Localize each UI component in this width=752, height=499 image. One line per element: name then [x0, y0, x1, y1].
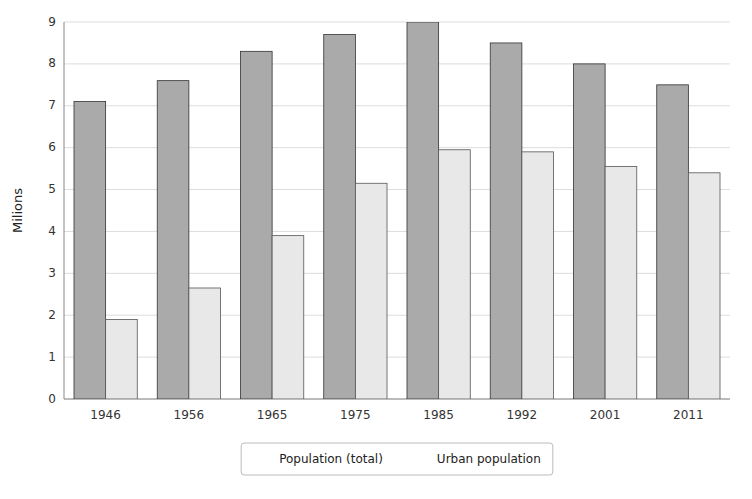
bar [605, 167, 637, 399]
bar [106, 319, 138, 399]
x-tick-label: 2001 [590, 408, 621, 422]
y-tick-label: 0 [48, 392, 56, 406]
legend: Population (total) Urban population [241, 443, 553, 475]
y-axis-label: Milions [10, 188, 25, 233]
y-tick-label: 6 [48, 140, 56, 154]
grid [64, 22, 730, 399]
bar [355, 183, 387, 399]
bar [272, 236, 304, 399]
grid-line [64, 63, 730, 64]
y-axis-line [64, 22, 65, 399]
x-tick-label: 1975 [340, 408, 371, 422]
bar [439, 150, 471, 399]
bar [657, 85, 689, 399]
chart: 0 1 2 3 4 5 6 7 8 9 1946 1956 1965 1975 1985 1992 2001 20… [0, 0, 752, 499]
legend-label: Urban population [437, 452, 541, 466]
x-tick-label: 1956 [174, 408, 205, 422]
bar [490, 43, 522, 399]
bars [74, 22, 720, 399]
bar [573, 64, 605, 399]
y-tick-label: 1 [48, 350, 56, 364]
y-tick-label: 4 [48, 224, 56, 238]
y-tick-label: 3 [48, 266, 56, 280]
y-tick-label: 9 [48, 15, 56, 29]
x-tick-label: 1965 [257, 408, 288, 422]
bar [688, 173, 720, 399]
bar [189, 288, 221, 399]
bar [522, 152, 554, 399]
bar [240, 51, 272, 399]
x-tick-label: 2011 [673, 408, 704, 422]
y-tick-label: 5 [48, 182, 56, 196]
grid-line [64, 22, 730, 23]
axes: 0 1 2 3 4 5 6 7 8 9 1946 1956 1965 1975 1985 1992 2001 20… [48, 15, 730, 423]
bar [407, 22, 439, 399]
x-tick-label: 1985 [423, 408, 454, 422]
bar [157, 81, 189, 399]
y-tick-label: 7 [48, 98, 56, 112]
legend-frame [241, 443, 553, 475]
y-tick-label: 2 [48, 308, 56, 322]
x-tick-label: 1946 [90, 408, 121, 422]
bar [324, 35, 356, 399]
y-tick-label: 8 [48, 56, 56, 70]
x-tick-label: 1992 [507, 408, 538, 422]
bar [74, 102, 106, 399]
legend-label: Population (total) [279, 452, 383, 466]
